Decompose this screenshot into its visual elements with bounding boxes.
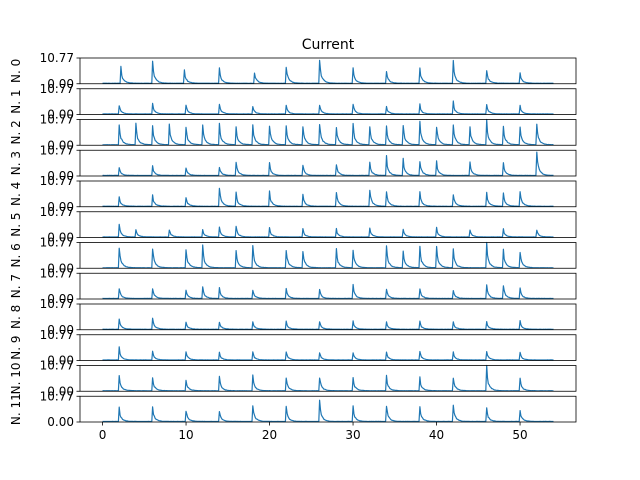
y-tick-label-top-1: 10.77: [40, 82, 74, 96]
series-line-panel-11: [102, 399, 554, 423]
x-tick-label-3: 30: [345, 428, 360, 442]
y-tick-label-bottom-5: 0.00: [47, 231, 74, 245]
chart-title: Current: [302, 37, 355, 53]
y-tick-label-top-6: 10.77: [40, 236, 74, 250]
y-tick-label-top-7: 10.77: [40, 266, 74, 280]
y-axis-label-10: N. 10: [9, 362, 23, 394]
series-line-panel-5: [102, 223, 554, 238]
panel-5: 10.77 0.00 N. 5: [9, 205, 577, 245]
y-axis-label-3: N. 3: [9, 151, 23, 175]
panel-frame-1: [79, 88, 577, 115]
y-axis-label-2: N. 2: [9, 120, 23, 144]
y-tick-label-top-0: 10.77: [40, 51, 74, 65]
panel-6: 10.77 0.00 N. 6: [9, 236, 577, 275]
x-tick-label-5: 50: [512, 428, 527, 442]
x-axis: 0 10 20 30 40 50: [99, 422, 528, 442]
y-tick-label-top-2: 10.77: [40, 113, 74, 127]
y-tick-label-top-8: 10.77: [40, 297, 74, 311]
panel-frame-7: [79, 272, 577, 300]
panel-9: 10.77 0.00 N. 9: [9, 328, 577, 368]
y-tick-label-bottom-8: 0.00: [47, 323, 74, 337]
y-tick-label-top-5: 10.77: [40, 205, 74, 219]
y-tick-label-bottom-7: 0.00: [47, 292, 74, 306]
series-line-panel-0: [102, 59, 554, 84]
panel-11: 10.77 0.00 N. 11: [9, 389, 577, 429]
x-tick-label-4: 40: [429, 428, 444, 442]
y-tick-label-top-4: 10.77: [40, 174, 74, 188]
series-line-panel-4: [102, 187, 554, 207]
panel-frame-6: [79, 242, 577, 269]
series-line-panel-10: [102, 364, 554, 392]
panel-1: 10.77 0.00 N. 1: [9, 82, 577, 122]
series-line-panel-7: [102, 283, 554, 300]
series-line-panel-2: [102, 118, 554, 146]
y-tick-label-bottom-11: 0.00: [47, 415, 74, 429]
x-tick-label-1: 10: [178, 428, 193, 442]
y-axis-label-0: N. 0: [9, 59, 23, 83]
series-line-panel-1: [102, 100, 554, 115]
y-tick-label-top-9: 10.77: [40, 328, 74, 342]
series-line-panel-8: [102, 317, 554, 330]
y-tick-label-bottom-9: 0.00: [47, 354, 74, 368]
y-tick-label-bottom-10: 0.00: [47, 384, 74, 398]
panel-8: 10.77 0.00 N. 8: [9, 297, 577, 337]
panel-4: 10.77 0.00 N. 4: [9, 174, 577, 214]
panel-frame-9: [79, 334, 577, 361]
panel-2: 10.77 0.00 N. 2: [9, 113, 577, 152]
panel-frame-11: [79, 395, 577, 423]
y-tick-label-top-10: 10.77: [40, 359, 74, 373]
panel-7: 10.77 0.00 N. 7: [9, 266, 577, 306]
y-axis-label-7: N. 7: [9, 274, 23, 298]
y-tick-label-bottom-3: 0.00: [47, 169, 74, 183]
panel-3: 10.77 0.00 N. 3: [9, 143, 577, 183]
y-tick-label-bottom-0: 0.00: [47, 77, 74, 91]
y-tick-label-bottom-2: 0.00: [47, 138, 74, 152]
series-line-panel-3: [102, 151, 554, 177]
chart-panels: 10.770.00N. 010.770.00N. 110.770.00N. 21…: [9, 51, 577, 429]
y-tick-label-bottom-1: 0.00: [47, 108, 74, 122]
y-tick-label-top-3: 10.77: [40, 143, 74, 157]
panel-frame-8: [79, 303, 577, 331]
panel-0: 10.77 0.00 N. 0: [9, 51, 577, 91]
panel-frame-5: [79, 211, 577, 238]
x-tick-label-0: 0: [99, 428, 107, 442]
panel-frame-0: [79, 57, 577, 85]
panel-frame-10: [79, 365, 577, 392]
series-line-panel-9: [102, 346, 554, 361]
y-axis-label-6: N. 6: [9, 243, 23, 267]
y-axis-label-4: N. 4: [9, 182, 23, 206]
y-axis-label-9: N. 9: [9, 336, 23, 360]
panel-frame-3: [79, 149, 577, 177]
y-axis-label-11: N. 11: [9, 393, 23, 425]
panel-frame-2: [79, 119, 577, 146]
y-tick-label-bottom-4: 0.00: [47, 200, 74, 214]
y-axis-label-1: N. 1: [9, 90, 23, 114]
x-tick-label-2: 20: [262, 428, 277, 442]
y-tick-label-top-11: 10.77: [40, 389, 74, 403]
panel-frame-4: [79, 180, 577, 208]
y-axis-label-5: N. 5: [9, 213, 23, 237]
series-line-panel-6: [102, 241, 554, 269]
y-axis-label-8: N. 8: [9, 305, 23, 329]
panel-10: 10.77 0.00 N. 10: [9, 359, 577, 398]
y-tick-label-bottom-6: 0.00: [47, 261, 74, 275]
